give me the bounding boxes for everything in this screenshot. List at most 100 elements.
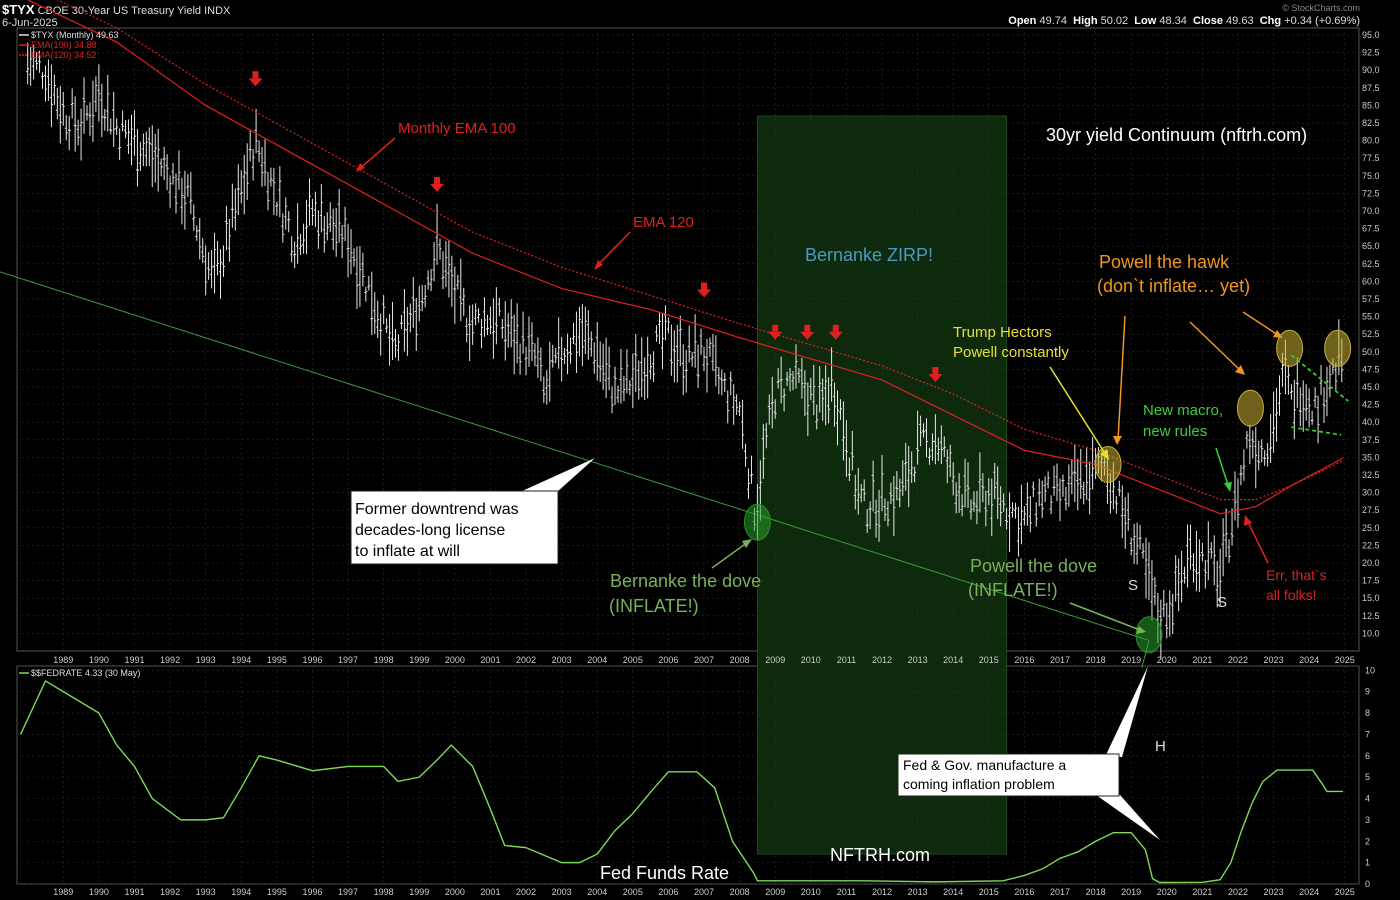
- y-tick-label: 75.0: [1362, 171, 1380, 181]
- x-tick-label: 2011: [837, 655, 856, 665]
- arrow-bernanke: [711, 541, 749, 569]
- label-s1: S: [1128, 577, 1138, 594]
- fed-x-tick-label: 2023: [1264, 887, 1284, 897]
- arrow-err: [1247, 521, 1269, 564]
- fed-x-tick-label: 2014: [943, 887, 963, 897]
- y-tick-label: 45.0: [1362, 382, 1380, 392]
- highlight-oval: [1236, 389, 1264, 427]
- legend-entry: EMA(120) 34.52: [31, 50, 97, 60]
- ema100-line: [27, 0, 1344, 515]
- fed-x-tick-label: 2019: [1121, 887, 1141, 897]
- fed-x-tick-label: 2004: [587, 887, 607, 897]
- label-macro-2: new rules: [1143, 423, 1207, 440]
- y-tick-label: 72.5: [1362, 188, 1380, 198]
- x-tick-label: 1990: [89, 655, 109, 665]
- x-tick-label: 2020: [1157, 655, 1177, 665]
- arrowhead-ema120: [594, 260, 603, 270]
- callout-former-downtrend: [350, 490, 559, 565]
- fed-y-tick-label: 8: [1365, 708, 1370, 718]
- exchange-label: INDX: [204, 5, 231, 17]
- watermark: © StockCharts.com: [1282, 3, 1360, 13]
- x-tick-label: 2016: [1014, 655, 1034, 665]
- fed-x-tick-label: 1990: [89, 887, 109, 897]
- callout-former-downtrend-3: to inflate at will: [355, 543, 460, 560]
- y-tick-label: 47.5: [1362, 364, 1380, 374]
- y-tick-label: 60.0: [1362, 276, 1380, 286]
- peak-arrow-head: [697, 289, 712, 298]
- arrow-ema120: [595, 231, 631, 268]
- y-tick-label: 30.0: [1362, 488, 1380, 498]
- fed-x-tick-label: 2025: [1335, 887, 1355, 897]
- y-tick-label: 17.5: [1362, 576, 1380, 586]
- fed-x-tick-label: 2016: [1014, 887, 1034, 897]
- fed-x-tick-label: 2011: [837, 887, 856, 897]
- arrowhead-hawk-b: [1235, 365, 1245, 375]
- x-tick-label: 2024: [1299, 655, 1319, 665]
- y-tick-label: 15.0: [1362, 593, 1380, 603]
- x-tick-label: 2001: [480, 655, 500, 665]
- label-hawk-2: (don`t inflate… yet): [1097, 276, 1250, 296]
- arrowhead-macro: [1224, 482, 1232, 492]
- x-tick-label: 2014: [943, 655, 963, 665]
- arrow-macro: [1215, 447, 1229, 486]
- open-value: 49.74: [1039, 15, 1067, 27]
- arrowhead-powell-dove: [1136, 626, 1146, 634]
- close-value: 49.63: [1226, 15, 1254, 27]
- fed-x-tick-label: 1993: [196, 887, 216, 897]
- fed-x-tick-label: 2015: [979, 887, 999, 897]
- x-tick-label: 2022: [1228, 655, 1248, 665]
- x-tick-label: 2018: [1086, 655, 1106, 665]
- label-ema120: EMA 120: [633, 214, 694, 231]
- security-name: CBOE 30-Year US Treasury Yield: [37, 5, 202, 17]
- y-tick-label: 40.0: [1362, 417, 1380, 427]
- callout-fed-gov-1: Fed & Gov. manufacture a: [903, 757, 1066, 773]
- y-tick-label: 55.0: [1362, 312, 1380, 322]
- fed-y-tick-label: 3: [1365, 815, 1370, 825]
- fed-x-tick-label: 2022: [1228, 887, 1248, 897]
- fed-x-tick-label: 2001: [480, 887, 500, 897]
- x-tick-label: 2013: [908, 655, 928, 665]
- arrowhead-hawk-a: [1113, 436, 1122, 445]
- fed-y-tick-label: 6: [1365, 751, 1370, 761]
- label-powell-dove-2: (INFLATE!): [968, 580, 1058, 600]
- fed-x-tick-label: 1995: [267, 887, 287, 897]
- y-tick-label: 35.0: [1362, 452, 1380, 462]
- callout-fed-gov: [897, 753, 1120, 797]
- fed-x-tick-label: 2013: [908, 887, 928, 897]
- fed-x-tick-label: 2005: [623, 887, 643, 897]
- fed-x-tick-label: 2020: [1157, 887, 1177, 897]
- fed-x-tick-label: 2012: [872, 887, 892, 897]
- symbol-label: $TYX: [2, 2, 35, 17]
- callout-fed-gov-tail-bottom: [1096, 795, 1160, 840]
- highlight-oval: [743, 503, 771, 541]
- arrow-monthly-ema: [357, 137, 396, 171]
- price-panel-frame: [16, 27, 1360, 652]
- x-tick-label: 2005: [623, 655, 643, 665]
- peak-arrow-head: [248, 78, 263, 87]
- fed-y-tick-label: 10: [1365, 665, 1375, 675]
- peak-arrow-shaft: [434, 176, 441, 184]
- peak-arrow-shaft: [772, 324, 779, 332]
- y-tick-label: 25.0: [1362, 523, 1380, 533]
- x-tick-label: 2006: [658, 655, 678, 665]
- label-s2: S: [1217, 594, 1227, 611]
- chg-label: Chg: [1259, 15, 1282, 27]
- peak-arrow-shaft: [252, 71, 259, 79]
- x-tick-label: 2004: [587, 655, 607, 665]
- fed-panel-frame: [16, 665, 1360, 885]
- peak-arrow-head: [928, 373, 943, 382]
- fed-x-tick-label: 2008: [730, 887, 750, 897]
- x-tick-label: 1991: [124, 655, 144, 665]
- fed-y-tick-label: 4: [1365, 794, 1370, 804]
- fed-y-tick-label: 5: [1365, 772, 1370, 782]
- label-bernanke-2: (INFLATE!): [609, 596, 699, 616]
- y-tick-label: 70.0: [1362, 206, 1380, 216]
- fed-x-tick-label: 1991: [124, 887, 144, 897]
- wedge-upper-line: [1290, 354, 1349, 402]
- x-tick-label: 1993: [196, 655, 216, 665]
- arrow-trump: [1049, 366, 1107, 456]
- callout-former-downtrend-tail: [520, 458, 595, 500]
- wedge-lower-line: [1291, 426, 1342, 436]
- x-tick-label: 1998: [374, 655, 394, 665]
